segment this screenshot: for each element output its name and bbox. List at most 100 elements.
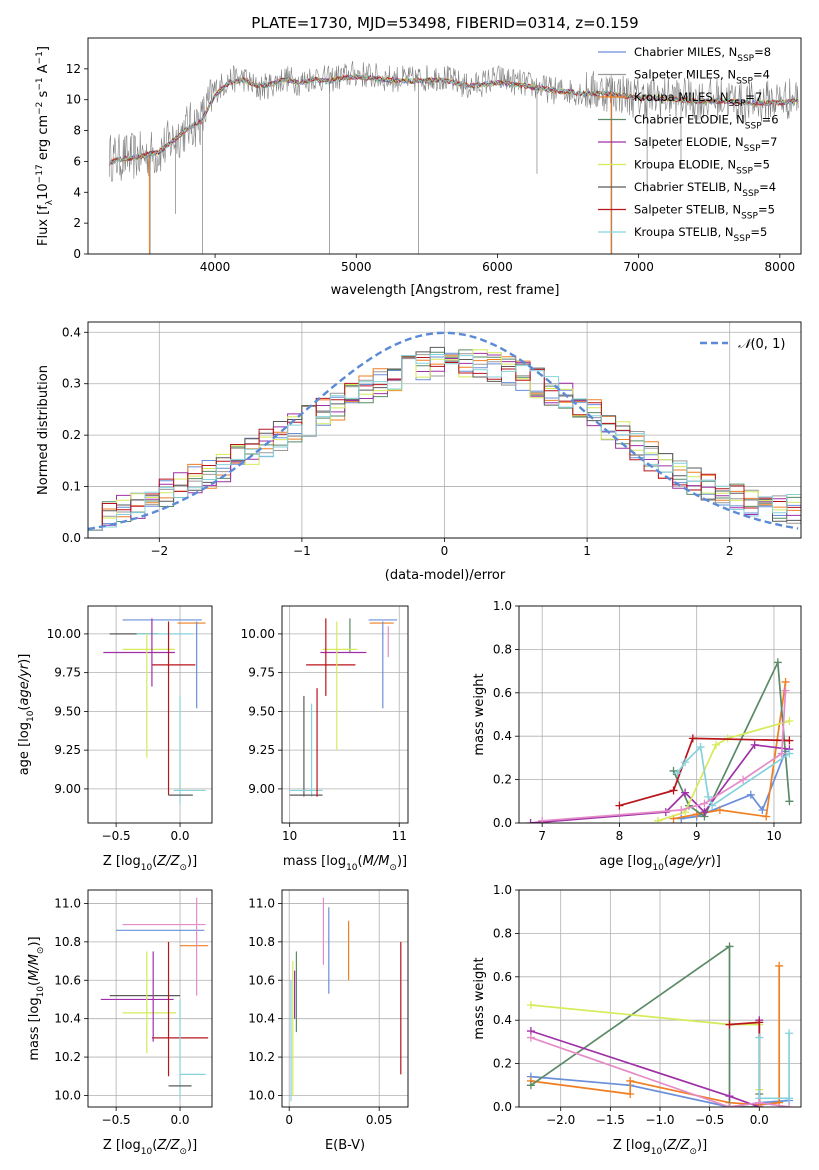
- mass-weight-marker: [785, 1094, 794, 1103]
- label-part: )]: [17, 654, 32, 664]
- y-tick-label: 9.25: [54, 743, 81, 757]
- mass-weight-marker: [781, 677, 790, 686]
- label-part: (: [358, 854, 363, 869]
- label-part: Kroupa STELIB, N: [634, 225, 734, 239]
- label-part: Chabrier MILES, N: [634, 45, 737, 59]
- mass-weight-marker: [712, 740, 721, 749]
- label-part: M/M: [27, 954, 42, 981]
- x-tick-label: 7: [538, 829, 546, 843]
- mass-weight-marker: [708, 801, 717, 810]
- y-axis-label: Normed distribution: [36, 365, 51, 495]
- label-part: 10: [141, 1147, 153, 1157]
- y-tick-label: 10.8: [248, 935, 275, 949]
- label-part: =5: [750, 225, 767, 239]
- mass-weight-marker: [526, 819, 535, 823]
- label-part: age [log: [599, 854, 652, 869]
- mass-weight-marker: [526, 1033, 535, 1042]
- x-tick-label: −1.5: [596, 1113, 625, 1127]
- y-tick-label: 1.0: [493, 883, 512, 897]
- mass-weight-marker: [688, 734, 697, 743]
- mass-weight-marker: [715, 805, 724, 814]
- label-part: mass weight: [472, 673, 487, 755]
- x-axis-label: (data-model)/error: [385, 568, 506, 583]
- label-part: SSP: [744, 144, 761, 154]
- y-tick-label: 10.4: [54, 1012, 81, 1026]
- y-tick-label: 9.75: [248, 666, 275, 680]
- label-part: ⊙: [179, 863, 187, 873]
- label-part: (0, 1): [750, 337, 785, 352]
- y-tick-label: 4: [73, 185, 81, 199]
- label-part: (: [152, 1138, 157, 1153]
- x-tick-label: 7000: [623, 260, 654, 274]
- y-tick-label: 0.8: [493, 926, 512, 940]
- observed-spectrum-line: [108, 61, 799, 183]
- label-part: 10: [26, 710, 36, 722]
- plot-area: [290, 897, 402, 1102]
- x-tick-label: −2.0: [546, 1113, 575, 1127]
- x-tick-label: −0.5: [102, 829, 131, 843]
- y-tick-label: 0.4: [493, 729, 512, 743]
- y-tick-label: 12: [66, 62, 81, 76]
- label-part: Chabrier ELODIE, N: [634, 113, 745, 127]
- label-part: 10: [36, 986, 46, 998]
- y-tick-label: 0.0: [62, 531, 81, 545]
- label-part: Normed distribution: [36, 365, 51, 495]
- mass-weight-marker: [755, 1018, 764, 1027]
- mass-weight-marker: [696, 743, 705, 752]
- label-part: (: [17, 706, 32, 711]
- label-part: )]: [27, 936, 42, 946]
- y-tick-label: 11.0: [248, 896, 275, 910]
- mass-weight-marker: [669, 786, 678, 795]
- y-tick-label: 10.0: [54, 1088, 81, 1102]
- legend-label: Salpeter STELIB, NSSP=5: [634, 203, 775, 222]
- mass-weight-marker: [746, 790, 755, 799]
- mass-weight-line: [758, 1033, 790, 1100]
- label-part: )]: [397, 854, 407, 869]
- x-tick-label: 2: [726, 544, 734, 558]
- y-tick-label: 0.6: [493, 970, 512, 984]
- label-part: SSP: [736, 167, 753, 177]
- label-part: Z/Z: [156, 1138, 180, 1153]
- label-part: ⊙: [179, 1147, 187, 1157]
- y-axis-label: mass weight: [472, 957, 487, 1039]
- label-part: Z/Z: [156, 854, 180, 869]
- mass-weight-line: [530, 1075, 790, 1107]
- y-tick-label: 9.25: [248, 743, 275, 757]
- plot-area: [100, 897, 209, 1100]
- label-part: SSP: [741, 212, 758, 222]
- y-tick-label: 11.0: [54, 896, 81, 910]
- y-tick-label: 10.00: [241, 627, 275, 641]
- legend-label: Kroupa ELODIE, NSSP=5: [634, 158, 770, 177]
- model-fit-line: [108, 74, 799, 166]
- y-tick-label: 9.50: [54, 704, 81, 718]
- label-part: (: [152, 854, 157, 869]
- label-part: E(B-V): [325, 1138, 365, 1153]
- label-part: A: [36, 64, 51, 77]
- mass-weight-marker: [725, 1020, 734, 1029]
- y-tick-label: 10.6: [54, 973, 81, 987]
- mass-weight-marker: [755, 1033, 764, 1042]
- label-part: 10: [346, 863, 358, 873]
- label-part: )]: [187, 1138, 197, 1153]
- figure-title: PLATE=1730, MJD=53498, FIBERID=0314, z=0…: [251, 14, 638, 32]
- label-part: =7: [745, 90, 762, 104]
- label-part: wavelength [Angstrom, rest frame]: [331, 283, 560, 298]
- label-part: mass weight: [472, 957, 487, 1039]
- y-tick-label: 0.2: [493, 1057, 512, 1071]
- x-axis-label: E(B-V): [325, 1138, 365, 1153]
- mass-weight-marker: [758, 805, 767, 814]
- mass-weight-marker: [526, 1081, 535, 1090]
- plot-area: [103, 618, 206, 805]
- y-tick-label: 9.00: [248, 782, 275, 796]
- mass-weight-marker: [681, 788, 690, 797]
- y-tick-label: 0.6: [493, 686, 512, 700]
- x-tick-label: 0.05: [366, 1113, 393, 1127]
- legend-label: Salpeter MILES, NSSP=4: [634, 68, 770, 87]
- y-tick-label: 0.2: [62, 428, 81, 442]
- label-part: Salpeter STELIB, N: [634, 203, 741, 217]
- mass-weight-marker: [526, 1001, 535, 1010]
- mass-weight-line: [530, 743, 790, 823]
- label-part: −1: [35, 77, 45, 90]
